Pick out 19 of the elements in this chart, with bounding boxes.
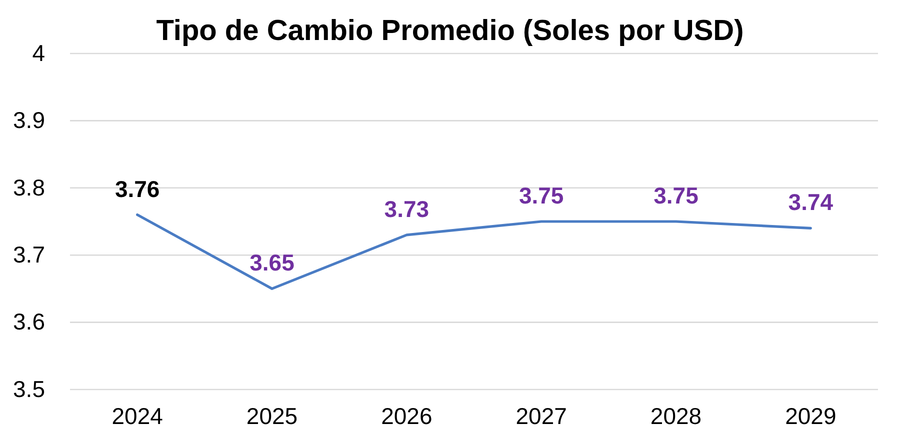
y-tick-label: 3.5 — [13, 376, 45, 402]
data-label: 3.76 — [114, 176, 160, 202]
x-tick-label: 2024 — [112, 402, 164, 429]
data-label: 3.75 — [654, 182, 699, 208]
data-label: 3.65 — [250, 250, 295, 276]
y-tick-label: 3.7 — [13, 241, 45, 268]
x-tick-label: 2028 — [650, 402, 702, 429]
x-tick-label: 2025 — [246, 402, 298, 429]
data-label: 3.75 — [518, 182, 564, 208]
y-tick-label: 4 — [32, 40, 46, 66]
y-tick-label: 3.6 — [13, 308, 45, 335]
chart-title: Tipo de Cambio Promedio (Soles por USD) — [156, 15, 744, 47]
y-tick-label: 3.9 — [13, 107, 45, 134]
data-label: 3.74 — [788, 189, 834, 216]
x-tick-label: 2026 — [381, 402, 432, 429]
data-label: 3.73 — [384, 196, 430, 222]
y-tick-label: 3.8 — [13, 174, 45, 200]
x-tick-label: 2027 — [516, 402, 567, 429]
x-tick-label: 2029 — [785, 402, 836, 429]
